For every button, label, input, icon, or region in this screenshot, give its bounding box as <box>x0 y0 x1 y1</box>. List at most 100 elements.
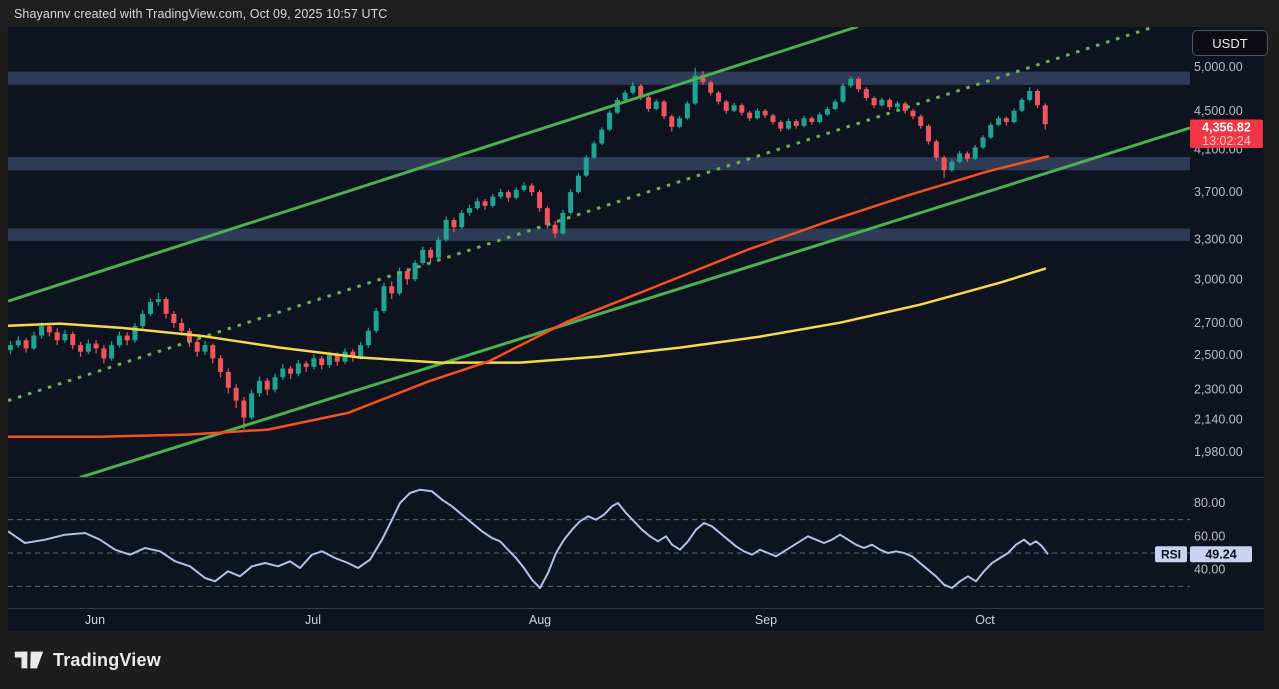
candle <box>54 332 60 341</box>
rsi-axis[interactable]: 80.00 60.00 40.00 RSI 49.24 <box>1155 496 1252 577</box>
trendlines <box>8 27 1190 477</box>
candle <box>607 112 613 130</box>
last-price-label: 4,356.82 <box>1202 121 1251 135</box>
price-zone <box>8 71 1190 85</box>
quote-currency-label: USDT <box>1212 35 1248 51</box>
candle <box>264 380 270 390</box>
candle <box>622 92 628 100</box>
candle <box>241 400 247 418</box>
candle <box>591 143 597 158</box>
candle <box>863 89 869 99</box>
candle <box>373 310 379 331</box>
candle <box>420 249 426 263</box>
candle <box>303 363 309 367</box>
candle <box>568 192 574 213</box>
candle <box>249 393 255 418</box>
candle <box>778 122 784 129</box>
candle <box>980 137 986 148</box>
countdown-label: 13:02:24 <box>1202 134 1251 148</box>
price-tick-label: 2,300.00 <box>1194 383 1243 397</box>
candle <box>482 201 488 206</box>
candle <box>225 371 231 388</box>
candle <box>926 125 932 142</box>
rsi-tick-label: 60.00 <box>1194 529 1225 543</box>
candle <box>583 157 589 176</box>
candle <box>856 78 862 90</box>
price-axis[interactable]: 5,000.004,500.004,100.003,700.003,300.00… <box>1194 60 1243 459</box>
candle <box>638 85 644 98</box>
tradingview-logo[interactable]: TradingView <box>14 647 161 673</box>
candle <box>949 161 955 171</box>
price-chart-canvas[interactable]: 5,000.004,500.004,100.003,700.003,300.00… <box>8 27 1264 631</box>
candle <box>918 116 924 126</box>
candle <box>762 110 768 116</box>
trendline-channel-lower[interactable] <box>79 126 1190 477</box>
candle <box>428 249 434 258</box>
candle <box>140 313 146 327</box>
price-tick-label: 4,500.00 <box>1194 104 1243 118</box>
candle <box>46 326 52 333</box>
candle <box>109 345 115 359</box>
candle <box>715 92 721 102</box>
candle <box>194 341 200 352</box>
candle <box>957 153 963 162</box>
tradingview-logo-text: TradingView <box>53 649 161 670</box>
candle <box>677 118 683 127</box>
candle <box>871 98 877 106</box>
attribution-text: Shayannv created with TradingView.com, O… <box>14 6 388 21</box>
candle <box>840 85 846 102</box>
candle <box>15 340 21 346</box>
candle <box>467 208 473 213</box>
price-zone <box>8 228 1190 241</box>
candle <box>692 75 698 104</box>
candle <box>163 299 169 314</box>
candle <box>171 313 177 324</box>
trendline-channel-upper[interactable] <box>8 27 859 303</box>
rsi-badge-value: 49.24 <box>1205 547 1236 561</box>
time-axis[interactable]: Jun Jul Aug Sep Oct <box>85 613 995 627</box>
candle <box>288 368 294 374</box>
trendline-channel-mid[interactable] <box>8 27 1156 403</box>
candle <box>599 129 605 144</box>
candle <box>233 387 239 401</box>
candle <box>101 348 107 359</box>
candle <box>39 326 45 336</box>
candle <box>817 114 823 123</box>
candle <box>70 333 76 346</box>
rsi-tick-label: 40.00 <box>1194 563 1225 577</box>
attribution-bar: Shayannv created with TradingView.com, O… <box>0 0 1279 27</box>
candle <box>933 141 939 158</box>
candle <box>365 330 371 346</box>
candle <box>552 224 558 234</box>
candle <box>879 99 885 106</box>
candle <box>1027 90 1033 100</box>
month-label: Jul <box>305 613 321 627</box>
candle <box>218 358 224 372</box>
candle <box>630 85 636 93</box>
candle <box>1003 118 1009 123</box>
candle <box>513 189 519 198</box>
price-tick-label: 2,140.00 <box>1194 413 1243 427</box>
candle <box>389 286 395 294</box>
candle <box>723 101 729 111</box>
candle <box>358 345 364 357</box>
candle <box>910 110 916 117</box>
price-tick-label: 2,700.00 <box>1194 316 1243 330</box>
chart-widget[interactable]: 5,000.00 4,500.00 4,100.00 3,700.00 3,300.00… <box>8 27 1268 631</box>
footer-bar: TradingView <box>0 631 1279 689</box>
candle <box>78 345 84 352</box>
candle <box>397 271 402 294</box>
candle <box>280 368 286 378</box>
supply-demand-zones <box>8 71 1190 241</box>
candle <box>412 262 418 280</box>
price-tick-label: 3,700.00 <box>1194 185 1243 199</box>
candle <box>645 97 651 109</box>
candle <box>202 345 208 352</box>
candle <box>793 121 799 126</box>
candle <box>824 108 830 115</box>
rsi-badge-label: RSI <box>1161 547 1181 561</box>
quote-currency-button[interactable]: USDT <box>1192 30 1268 56</box>
rsi-pane <box>8 488 1190 589</box>
